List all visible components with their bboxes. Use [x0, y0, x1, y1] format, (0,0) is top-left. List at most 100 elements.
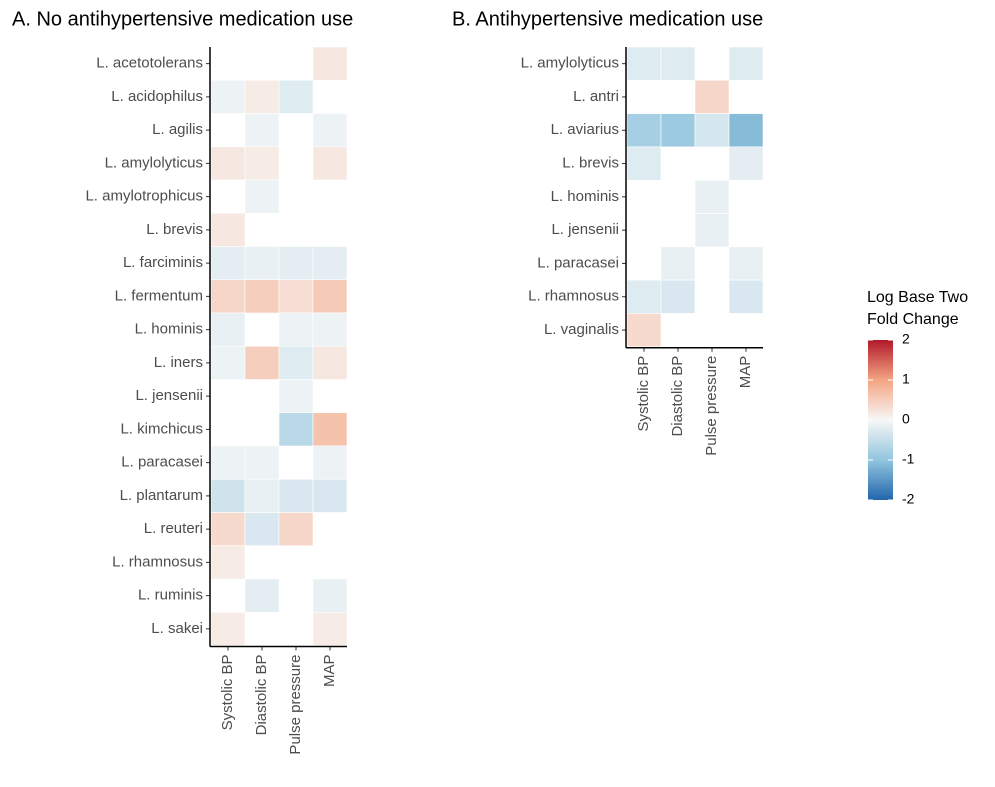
heatmap-cell: [210, 246, 246, 281]
y-tick-label: L. farciminis: [123, 254, 203, 271]
heatmap-cell: [210, 212, 246, 247]
heatmap-cell: [312, 246, 348, 281]
y-tick-label: L. hominis: [551, 188, 619, 205]
heatmap-cell: [278, 379, 314, 414]
colorbar-tick-label: 2: [902, 331, 910, 347]
panel-title: A. No antihypertensive medication use: [12, 8, 353, 30]
y-tick-label: L. paracasei: [537, 254, 619, 271]
y-tick-label: L. reuteri: [144, 520, 203, 537]
heatmap-cell: [312, 578, 348, 613]
heatmap-cell: [312, 345, 348, 380]
heatmap-cell: [210, 545, 246, 580]
x-tick-label: Pulse pressure: [287, 655, 304, 755]
heatmap-cell: [312, 478, 348, 513]
heatmap-cell: [312, 279, 348, 314]
heatmap-cell: [210, 146, 246, 181]
heatmap-cell: [210, 512, 246, 547]
heatmap-cell: [210, 445, 246, 480]
heatmap-cell: [626, 313, 662, 347]
heatmap-cell: [278, 512, 314, 547]
heatmap-cell: [278, 279, 314, 314]
heatmap-cell: [244, 246, 280, 281]
heatmap-cell: [660, 246, 696, 281]
legend-title: Log Base Two: [867, 289, 968, 306]
y-tick-label: L. acidophilus: [111, 88, 203, 105]
y-tick-label: L. plantarum: [120, 487, 203, 504]
y-tick-label: L. acetotolerans: [96, 55, 203, 72]
heatmap-cell: [278, 345, 314, 380]
heatmap-cell: [728, 46, 764, 81]
heatmap-cell: [694, 80, 730, 114]
y-tick-label: L. antri: [573, 88, 619, 105]
heatmap-cell: [660, 279, 696, 314]
colorbar-tick-label: 0: [902, 411, 910, 427]
x-tick-label: Diastolic BP: [253, 655, 270, 736]
heatmap-cell: [244, 445, 280, 480]
colorbar-tick-label: -2: [902, 491, 915, 507]
y-tick-label: L. iners: [154, 354, 203, 371]
heatmap-cell: [660, 113, 696, 148]
y-tick-label: L. jensenii: [551, 221, 619, 238]
legend-title: Fold Change: [867, 311, 959, 328]
y-tick-label: L. aviarius: [551, 121, 619, 138]
x-tick-label: Systolic BP: [635, 356, 652, 432]
y-tick-label: L. ruminis: [138, 587, 203, 604]
y-tick-label: L. paracasei: [121, 454, 203, 471]
heatmap-cell: [312, 412, 348, 447]
x-tick-label: MAP: [737, 356, 754, 389]
heatmap-cell: [244, 113, 280, 148]
heatmap-cell: [244, 578, 280, 613]
heatmap-cell: [210, 611, 246, 646]
heatmap-cell: [660, 46, 696, 81]
heatmap-cell: [626, 146, 662, 181]
y-tick-label: L. amylolyticus: [521, 55, 619, 72]
y-tick-label: L. agilis: [152, 121, 203, 138]
y-tick-label: L. amylotrophicus: [85, 188, 203, 205]
y-tick-label: L. vaginalis: [544, 321, 619, 338]
heatmap-cell: [210, 79, 246, 114]
y-tick-label: L. jensenii: [135, 387, 203, 404]
x-tick-label: MAP: [321, 655, 338, 688]
heatmap-cell: [312, 312, 348, 347]
heatmap-cell: [210, 345, 246, 380]
heatmap-cell: [312, 445, 348, 480]
heatmap-cell: [312, 611, 348, 646]
heatmap-cell: [626, 279, 662, 314]
heatmap-cell: [626, 46, 662, 81]
heatmap-cell: [244, 345, 280, 380]
colorbar-tick-label: -1: [902, 451, 915, 467]
heatmap-cell: [312, 46, 348, 81]
heatmap-cell: [278, 478, 314, 513]
heatmap-cell: [244, 512, 280, 547]
heatmap-cell: [210, 312, 246, 347]
heatmap-cell: [210, 279, 246, 314]
heatmap-cell: [244, 279, 280, 314]
heatmap-cell: [244, 179, 280, 214]
x-tick-label: Systolic BP: [219, 655, 236, 731]
x-tick-label: Diastolic BP: [669, 356, 686, 437]
heatmap-cell: [694, 213, 730, 248]
y-tick-label: L. brevis: [562, 155, 619, 172]
y-tick-label: L. rhamnosus: [112, 553, 203, 570]
heatmap-cell: [244, 79, 280, 114]
y-tick-label: L. sakei: [151, 620, 203, 637]
heatmap-cell: [312, 146, 348, 181]
heatmap-cell: [210, 478, 246, 513]
heatmap-cell: [244, 146, 280, 181]
heatmap-cell: [278, 312, 314, 347]
heatmap-cell: [278, 79, 314, 114]
y-tick-label: L. rhamnosus: [528, 288, 619, 305]
heatmap-cell: [728, 146, 764, 181]
colorbar-tick-label: 1: [902, 371, 910, 387]
y-tick-label: L. hominis: [135, 321, 203, 338]
heatmap-cell: [278, 412, 314, 447]
heatmap-cell: [626, 113, 662, 148]
heatmap-cell: [278, 246, 314, 281]
heatmap-cell: [694, 113, 730, 148]
heatmap-cell: [694, 179, 730, 214]
y-tick-label: L. brevis: [146, 221, 203, 238]
y-tick-label: L. fermentum: [115, 287, 203, 304]
heatmap-cell: [244, 478, 280, 513]
heatmap-cell: [728, 279, 764, 314]
